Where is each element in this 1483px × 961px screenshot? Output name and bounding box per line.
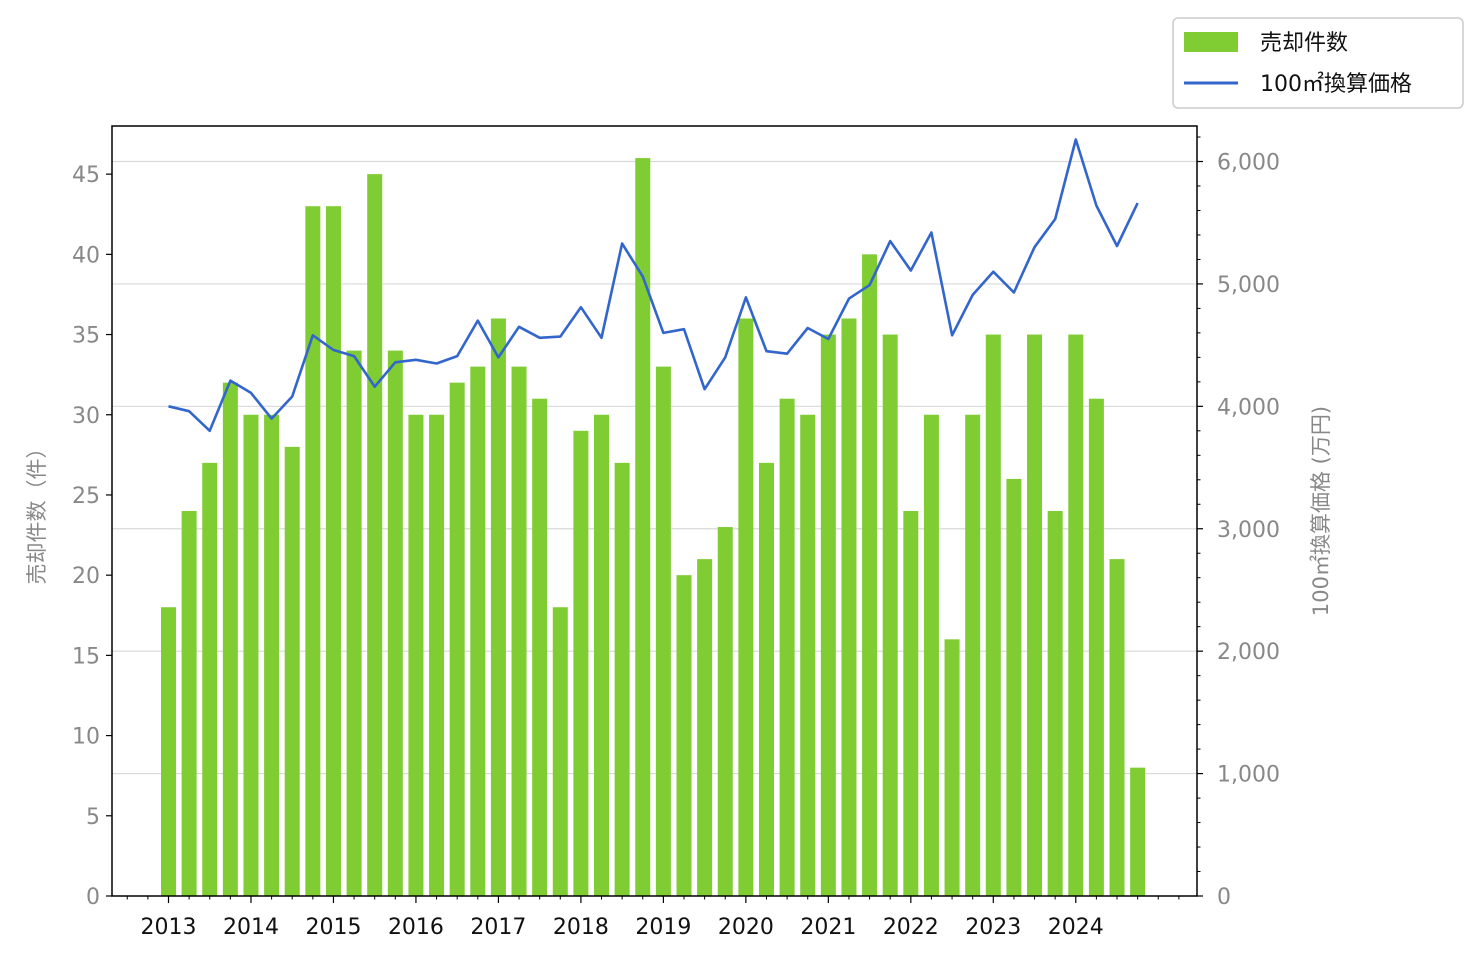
plot-frame [111,125,1198,897]
bar [676,575,692,896]
bar [985,334,1001,897]
bar [367,174,383,896]
left-tick-label: 45 [72,163,100,188]
bar [717,527,733,896]
legend-bar-swatch [1184,32,1238,52]
x-axis: 2013 2014 2015 2016 2017 2018 2019 2020 2021 2022… [126,896,1180,940]
bar [264,414,280,896]
x-tick-label: 2019 [635,915,691,940]
bar [965,414,981,896]
left-tick-label: 15 [72,644,100,669]
right-tick-label: 5,000 [1217,273,1280,298]
left-tick-label: 30 [72,404,100,429]
bar [903,511,919,896]
left-tick-label: 35 [72,324,100,349]
bar [161,607,176,896]
bar [325,206,341,897]
bar [758,462,774,896]
bar [923,414,939,896]
legend-label-bar: 売却件数 [1260,31,1348,56]
bar [1130,767,1146,896]
bar [862,254,878,897]
x-tick-label: 2020 [718,915,774,940]
left-axis-title: 売却件数（件） [25,438,49,585]
bar [449,382,465,897]
bar [1027,334,1043,897]
line-series [168,138,1139,433]
x-tick-label: 2018 [553,915,609,940]
x-tick-label: 2024 [1048,915,1104,940]
bar [738,318,754,896]
bar [243,414,259,896]
bar [573,430,589,896]
bar-series [161,158,1146,897]
bar [841,318,857,896]
x-tick-label: 2016 [388,915,444,940]
right-tick-label: 0 [1217,885,1231,910]
right-tick-label: 2,000 [1217,640,1280,665]
bar [1006,478,1022,896]
bar [552,607,568,896]
price-line [168,138,1139,433]
x-tick-label: 2017 [470,915,526,940]
bar [614,462,630,896]
left-tick-label: 10 [72,725,100,750]
right-tick-label: 3,000 [1217,518,1280,543]
bar [1047,511,1063,896]
bar [944,639,960,896]
bar [490,318,506,896]
x-tick-label: 2021 [800,915,856,940]
bar [284,446,300,896]
x-tick-label: 2014 [223,915,279,940]
bar [697,559,713,896]
bar [820,334,836,897]
bar [882,334,898,897]
bar [1109,559,1125,896]
bar [635,158,651,897]
bar [655,366,671,896]
bar [800,414,816,896]
legend-label-line: 100㎡換算価格 [1260,71,1412,97]
legend: 売却件数 100㎡換算価格 [1172,17,1464,109]
bar [594,414,610,896]
left-tick-label: 0 [86,885,100,910]
bar [1088,398,1104,896]
bar [470,366,486,896]
left-axis: 0 5 10 15 20 25 30 35 40 45 [72,163,112,910]
bar [408,414,424,896]
x-tick-label: 2023 [965,915,1021,940]
bar [779,398,795,896]
bar [346,350,362,896]
bar [222,382,238,897]
bar [181,511,197,896]
bar [202,462,218,896]
left-tick-label: 40 [72,243,100,268]
legend-box [1172,17,1464,109]
right-axis: 0 1,000 2,000 3,000 4,000 5,000 6,000 [1197,136,1280,910]
bar [305,206,321,897]
bar [387,350,403,896]
right-tick-label: 6,000 [1217,151,1280,176]
x-tick-label: 2013 [141,915,197,940]
left-tick-label: 20 [72,564,100,589]
bar [532,398,548,896]
bar [1068,334,1084,897]
x-tick-label: 2022 [883,915,939,940]
right-axis-title: 100㎡換算価格 (万円) [1309,406,1333,616]
bar [429,414,445,896]
left-tick-label: 5 [86,805,100,830]
bar [511,366,527,896]
right-tick-label: 4,000 [1217,395,1280,420]
x-tick-label: 2015 [305,915,361,940]
left-tick-label: 25 [72,484,100,509]
right-tick-label: 1,000 [1217,763,1280,788]
